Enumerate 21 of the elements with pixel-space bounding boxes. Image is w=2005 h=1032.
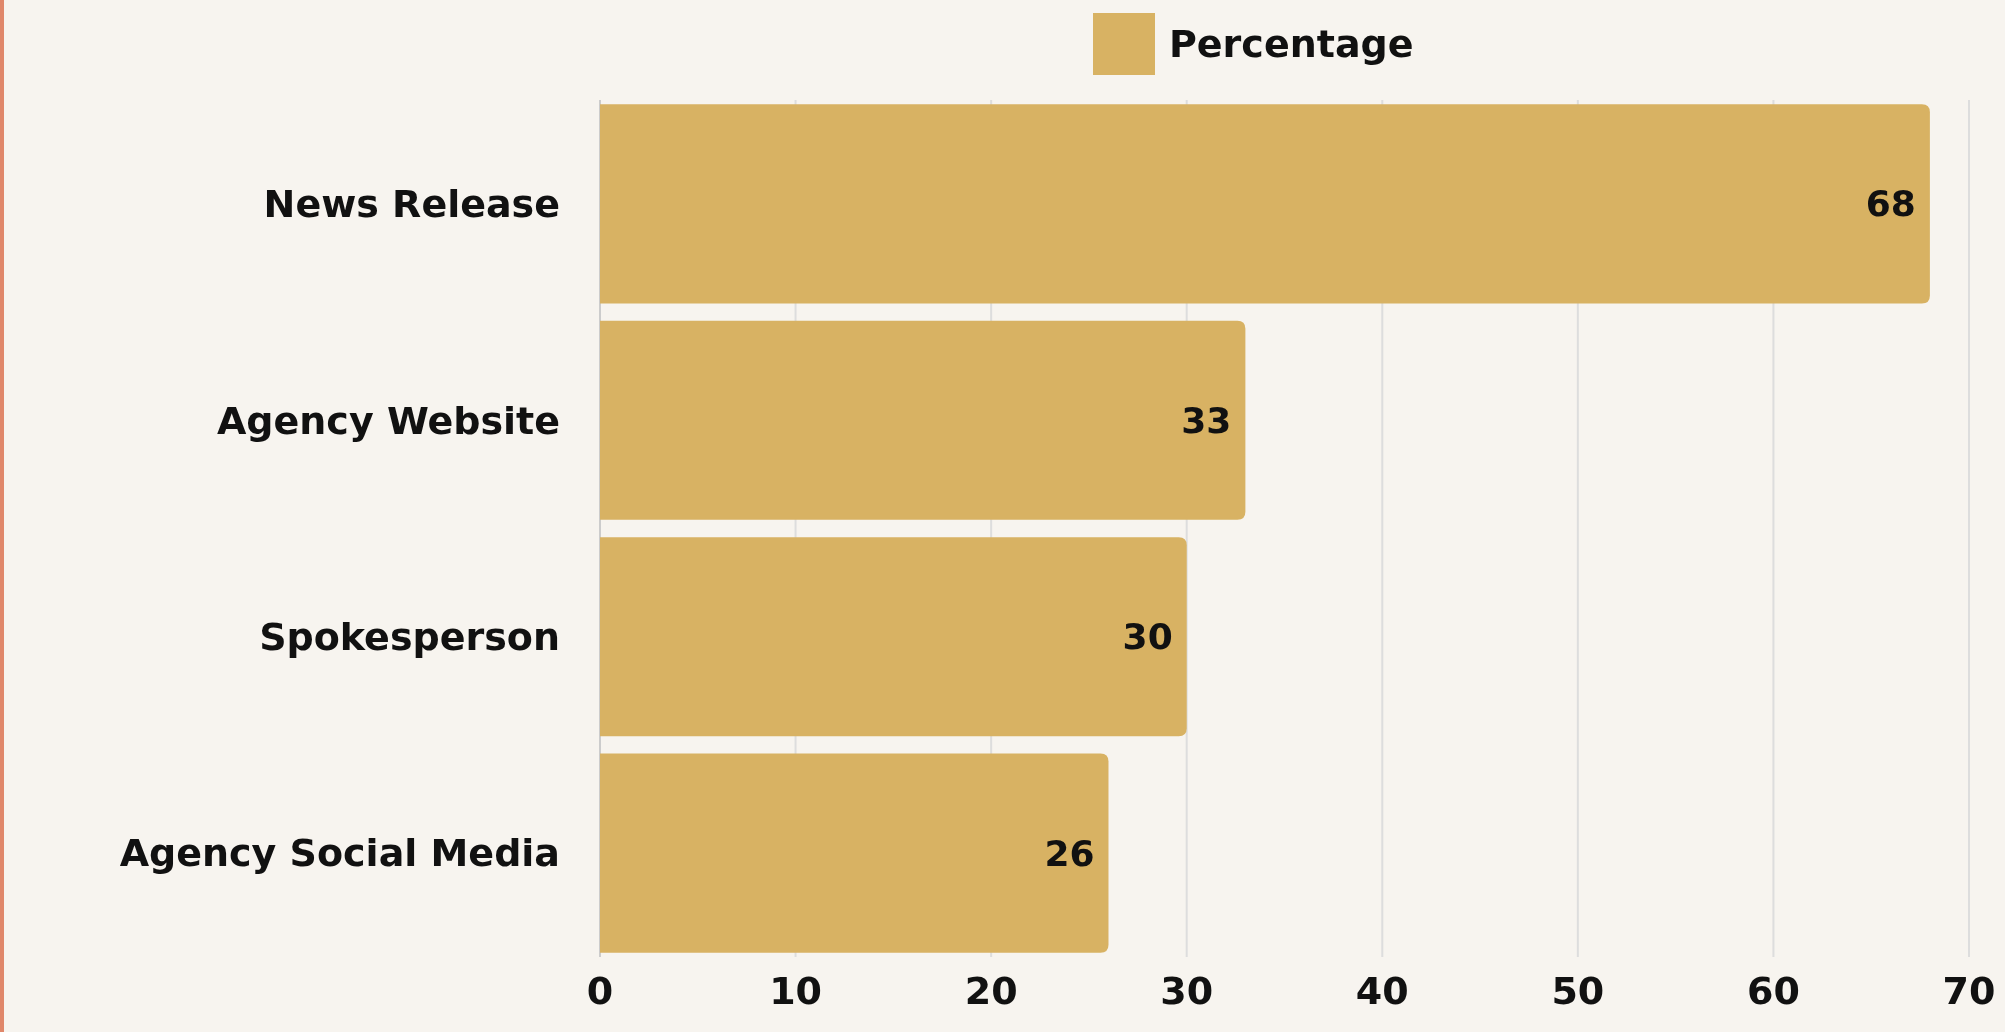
x-tick-label: 70 [1942, 969, 1996, 1013]
bar [600, 104, 1930, 304]
data-label: 30 [1122, 616, 1173, 658]
x-tick-label: 0 [586, 969, 614, 1013]
bar [600, 320, 1246, 520]
bar [600, 753, 1109, 953]
bar [600, 537, 1187, 737]
data-label: 26 [1044, 832, 1095, 874]
x-tick-label: 40 [1355, 969, 1409, 1013]
x-tick-label: 30 [1160, 969, 1214, 1013]
x-tick-label: 10 [769, 969, 823, 1013]
data-label: 33 [1181, 399, 1232, 441]
x-tick-label: 50 [1551, 969, 1605, 1013]
y-tick-label: Agency Social Media [119, 831, 560, 876]
y-tick-label: Agency Website [216, 398, 560, 443]
x-tick-label: 20 [964, 969, 1018, 1013]
y-tick-label: News Release [263, 182, 560, 227]
legend-label: Percentage [1169, 22, 1414, 67]
x-tick-label: 60 [1746, 969, 1800, 1013]
y-tick-label: Spokesperson [259, 615, 560, 660]
data-label: 68 [1865, 183, 1916, 225]
